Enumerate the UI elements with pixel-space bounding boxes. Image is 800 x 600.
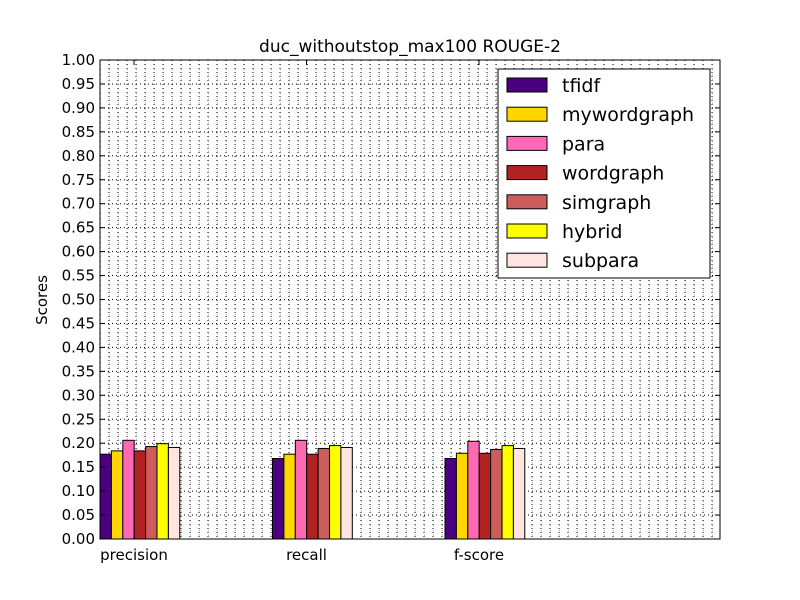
bar-mywordgraph-precision xyxy=(110,450,124,540)
y-tick-label: 0.10 xyxy=(62,482,95,500)
bar-para-precision xyxy=(122,439,135,540)
x-axis: precision recall f-score xyxy=(100,60,504,564)
legend-label-simgraph: simgraph xyxy=(562,192,651,214)
y-tick-label: 0.55 xyxy=(62,267,95,285)
legend-label-tfidf: tfidf xyxy=(562,75,601,97)
y-tick-label: 0.60 xyxy=(62,243,95,261)
legend-swatch-simgraph xyxy=(506,194,548,210)
bar-simgraph-recall xyxy=(317,447,331,540)
y-tick-label: 0.05 xyxy=(62,506,95,524)
bar-hybrid-precision xyxy=(156,443,169,540)
bar-subpara-f-score xyxy=(512,447,526,540)
y-tick-label: 0.40 xyxy=(62,338,95,356)
legend-label-hybrid: hybrid xyxy=(562,221,623,243)
bar-tfidf-f-score xyxy=(444,458,457,540)
y-tick-label: 0.50 xyxy=(62,291,95,309)
bar-simgraph-precision xyxy=(145,446,158,540)
legend-label-mywordgraph: mywordgraph xyxy=(562,104,694,126)
legend: tfidf mywordgraph para wordgraph simgraph hyb… xyxy=(497,68,711,279)
x-tick-label-recall: recall xyxy=(286,546,327,564)
y-tick-label: 0.00 xyxy=(62,530,95,548)
legend-swatch-subpara xyxy=(506,252,548,268)
y-tick-label: 0.65 xyxy=(62,219,95,237)
y-tick-label: 0.25 xyxy=(62,410,95,428)
y-tick-label: 0.35 xyxy=(62,362,95,380)
chart-title: duc_withoutstop_max100 ROUGE-2 xyxy=(259,37,561,57)
legend-swatch-mywordgraph xyxy=(506,106,548,122)
bar-para-recall xyxy=(294,439,308,540)
bar-wordgraph-precision xyxy=(133,450,147,540)
legend-swatch-tfidf xyxy=(506,77,548,93)
bar-subpara-recall xyxy=(340,447,353,540)
y-tick-label: 0.20 xyxy=(62,434,95,452)
bar-para-f-score xyxy=(467,440,480,540)
bar-wordgraph-f-score xyxy=(478,452,492,540)
legend-swatch-para xyxy=(506,135,548,151)
legend-label-wordgraph: wordgraph xyxy=(562,163,664,185)
bar-mywordgraph-recall xyxy=(283,453,296,540)
bar-tfidf-recall xyxy=(272,458,285,540)
y-tick-label: 0.80 xyxy=(62,147,95,165)
bar-mywordgraph-f-score xyxy=(455,452,469,540)
y-tick-label: 0.70 xyxy=(62,195,95,213)
y-tick-label: 0.85 xyxy=(62,123,95,141)
bar-simgraph-f-score xyxy=(490,448,503,540)
y-axis-label: Scores xyxy=(33,275,51,325)
y-tick-label: 0.30 xyxy=(62,386,95,404)
bar-wordgraph-recall xyxy=(306,453,319,540)
bar-subpara-precision xyxy=(167,447,181,540)
y-tick-label: 1.00 xyxy=(62,51,95,69)
x-tick-label-f-score: f-score xyxy=(454,546,504,564)
x-tick-label-precision: precision xyxy=(100,546,168,564)
bar-hybrid-recall xyxy=(329,445,342,540)
y-tick-label: 0.75 xyxy=(62,171,95,189)
y-tick-label: 0.45 xyxy=(62,314,95,332)
bars xyxy=(99,439,526,540)
legend-label-subpara: subpara xyxy=(562,250,639,272)
legend-swatch-hybrid xyxy=(506,223,548,239)
y-tick-label: 0.95 xyxy=(62,75,95,93)
legend-swatch-wordgraph xyxy=(506,165,548,181)
y-tick-label: 0.15 xyxy=(62,458,95,476)
legend-label-para: para xyxy=(562,133,605,155)
bar-hybrid-f-score xyxy=(501,445,514,540)
y-axis: 0.00 0.05 0.10 0.15 0.20 0.25 0.30 0.35 0.40 0.45… xyxy=(62,51,720,548)
y-tick-label: 0.90 xyxy=(62,99,95,117)
